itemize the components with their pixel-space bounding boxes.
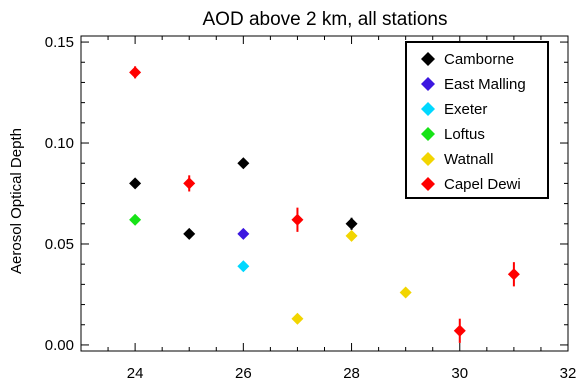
data-point [129, 213, 142, 226]
data-point [183, 177, 196, 190]
legend-box [405, 41, 549, 199]
x-tick-label: 28 [343, 365, 360, 382]
data-point [183, 227, 196, 240]
y-tick-label: 0.00 [45, 337, 74, 354]
x-tick-label: 26 [235, 365, 252, 382]
legend-marker [421, 52, 435, 66]
legend: Camborne East Malling Exeter Loftus Watnall C… [405, 41, 549, 199]
legend-label: Capel Dewi [444, 176, 521, 193]
data-point [129, 66, 142, 79]
data-point [237, 260, 250, 273]
legend-marker [421, 127, 435, 141]
data-point [291, 312, 304, 325]
legend-marker [421, 77, 435, 91]
data-point [399, 286, 412, 299]
legend-marker [421, 152, 435, 166]
data-point [291, 213, 304, 226]
axes-layer: 24 26 28 30 32 0.00 0.05 0.10 0.15 [45, 34, 577, 382]
legend-label: Camborne [444, 51, 514, 68]
data-point [237, 227, 250, 240]
data-point [237, 157, 250, 170]
legend-marker [421, 177, 435, 191]
data-point [507, 268, 520, 281]
x-tick-label: 30 [451, 365, 468, 382]
chart-title: AOD above 2 km, all stations [203, 9, 448, 30]
y-tick-label: 0.10 [45, 135, 74, 152]
data-point [345, 229, 358, 242]
legend-label: Exeter [444, 101, 487, 118]
x-tick-label: 24 [127, 365, 144, 382]
x-tick-label: 32 [560, 365, 577, 382]
data-marks [129, 66, 520, 343]
y-axis-label: Aerosol Optical Depth [8, 128, 25, 274]
y-tick-label: 0.15 [45, 34, 74, 51]
legend-label: East Malling [444, 76, 526, 93]
data-point [345, 217, 358, 230]
legend-marker [421, 102, 435, 116]
data-point [453, 324, 466, 337]
y-tick-label: 0.05 [45, 236, 74, 253]
legend-label: Watnall [444, 151, 493, 168]
legend-label: Loftus [444, 126, 485, 143]
data-point [129, 177, 142, 190]
